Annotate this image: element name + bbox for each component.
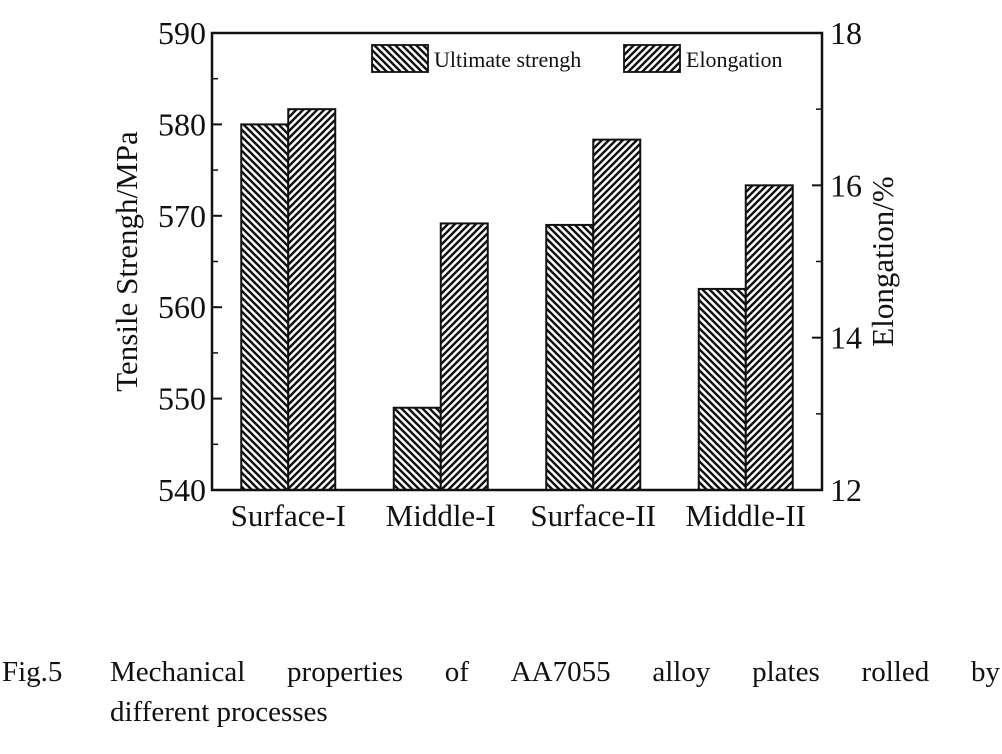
left-tick-label: 580 [158,106,206,142]
right-tick-label: 16 [830,167,862,203]
caption-word: rolled [861,656,930,688]
right-tick-label: 12 [830,472,862,508]
strength-bar-2 [392,406,442,491]
x-tick-label: Middle-I [386,498,496,533]
legend-label-2: Elongation [686,47,783,72]
x-tick-label: Surface-I [231,498,346,533]
elongation-bar-1 [287,108,337,492]
caption-line-2: different processes [110,696,328,728]
chart-figure: 540 550 560 570 580 590 12 14 16 18 Surface-I Middl… [109,15,900,533]
caption-word: AA7055 [510,656,611,688]
left-tick-label: 550 [158,381,206,417]
caption-word: Mechanical [110,656,246,688]
left-tick-label: 560 [158,289,206,325]
legend: Ultimate strengh Elongation [371,44,783,73]
bars-layer [240,108,794,492]
y2-axis-title: Elongation/% [865,176,900,346]
caption-word: by [970,656,1000,688]
legend-swatch-1 [371,44,429,73]
caption-word: alloy [652,656,711,688]
right-tick-label: 14 [830,320,862,356]
legend-label-1: Ultimate strengh [434,47,581,72]
legend-swatch-2 [623,44,681,73]
strength-bar-3 [545,223,595,491]
y-axis-title: Tensile Strengh/MPa [109,131,144,392]
left-tick-label: 590 [158,15,206,51]
caption-word: plates [752,656,820,688]
caption-number: Fig.5 [2,656,63,688]
left-tick-label: 570 [158,198,206,234]
elongation-bar-3 [592,138,642,491]
right-tick-label: 18 [830,15,862,51]
caption-line-1: Mechanical properties of AA7055 alloy pl… [110,652,1000,692]
elongation-bar-4 [744,184,794,491]
elongation-bar-2 [439,222,489,492]
caption-word: of [444,656,469,688]
strength-bar-4 [697,287,747,492]
x-tick-label: Surface-II [530,498,656,533]
caption-word: properties [287,656,403,688]
left-tick-label: 540 [158,472,206,508]
x-tick-label: Middle-II [685,498,806,533]
axes-layer: 540 550 560 570 580 590 12 14 16 18 Surface-I Middl… [109,15,900,533]
strength-bar-1 [240,123,290,492]
